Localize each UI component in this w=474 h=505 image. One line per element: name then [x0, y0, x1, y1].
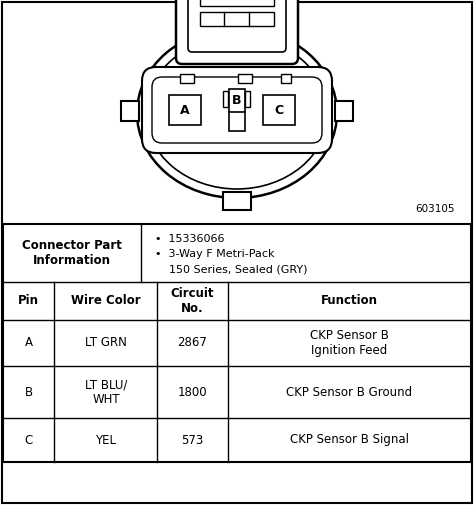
Text: Circuit
No.: Circuit No.	[171, 287, 214, 315]
FancyBboxPatch shape	[188, 0, 286, 52]
Bar	[223, 192, 251, 210]
Bar	[180, 74, 194, 83]
Bar	[281, 74, 291, 83]
Ellipse shape	[137, 28, 337, 198]
Text: 1800: 1800	[178, 385, 207, 398]
Text: YEL: YEL	[95, 433, 117, 446]
Text: Function: Function	[321, 294, 378, 308]
Text: C: C	[25, 433, 33, 446]
Text: 603105: 603105	[416, 204, 455, 214]
Bar	[263, 95, 295, 125]
Text: C: C	[274, 104, 283, 117]
Bar	[200, 12, 274, 26]
Text: CKP Sensor B Signal: CKP Sensor B Signal	[290, 433, 409, 446]
Bar	[335, 101, 353, 121]
Text: LT GRN: LT GRN	[85, 336, 127, 349]
Text: CKP Sensor B Ground: CKP Sensor B Ground	[286, 385, 412, 398]
Text: •  3-Way F Metri-Pack: • 3-Way F Metri-Pack	[155, 249, 274, 259]
Text: LT BLU/
WHT: LT BLU/ WHT	[85, 378, 127, 406]
Text: CKP Sensor B
Ignition Feed: CKP Sensor B Ignition Feed	[310, 329, 389, 357]
Bar	[229, 89, 245, 131]
Ellipse shape	[146, 37, 328, 189]
Text: Wire Color: Wire Color	[71, 294, 141, 308]
Text: 573: 573	[182, 433, 204, 446]
Text: •  15336066: • 15336066	[155, 234, 225, 244]
Bar	[169, 95, 201, 125]
Text: A: A	[180, 104, 190, 117]
Bar	[200, 0, 274, 6]
FancyBboxPatch shape	[152, 77, 322, 143]
Bar	[223, 91, 228, 107]
Text: 150 Series, Sealed (GRY): 150 Series, Sealed (GRY)	[155, 264, 308, 274]
FancyBboxPatch shape	[142, 67, 332, 153]
Bar	[238, 74, 252, 83]
Text: Connector Part
Information: Connector Part Information	[22, 239, 122, 267]
Text: B: B	[25, 385, 33, 398]
Text: A: A	[25, 336, 33, 349]
Text: B: B	[232, 94, 242, 107]
Bar	[121, 101, 139, 121]
Text: 2867: 2867	[178, 336, 208, 349]
Text: Pin: Pin	[18, 294, 39, 308]
FancyBboxPatch shape	[176, 0, 298, 64]
Bar	[245, 91, 250, 107]
